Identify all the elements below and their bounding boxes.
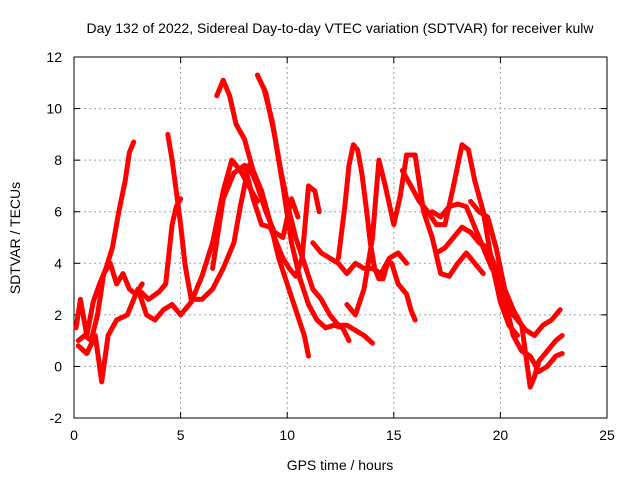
x-tick-label: 10 xyxy=(279,427,295,443)
series-line-arc-3 xyxy=(75,196,184,385)
tick-layer: 0 5 10 15 20 25 -2 0 2 4 6 8 10 12 xyxy=(46,49,615,443)
series-line-arc-11 xyxy=(335,142,418,323)
series-line-arc-10 xyxy=(310,240,410,277)
y-tick-label: 8 xyxy=(54,152,62,168)
y-axis-label: SDTVAR / TECUs xyxy=(7,182,23,294)
y-tick-label: 12 xyxy=(46,49,62,65)
x-tick-label: 15 xyxy=(386,427,402,443)
series-line-arc-6 xyxy=(214,77,311,359)
y-tick-label: -2 xyxy=(50,410,63,426)
x-tick-label: 25 xyxy=(599,427,615,443)
series-line-arc-9 xyxy=(210,162,322,279)
series-layer xyxy=(73,72,565,390)
series-line-arc-15 xyxy=(433,224,565,375)
series-line-arc-16 xyxy=(468,198,565,390)
chart-title: Day 132 of 2022, Sidereal Day-to-day VTE… xyxy=(86,20,594,36)
y-tick-label: 6 xyxy=(54,204,62,220)
y-tick-label: 4 xyxy=(54,255,62,271)
x-tick-label: 0 xyxy=(70,427,78,443)
series-line-arc-8 xyxy=(261,85,375,346)
x-tick-label: 20 xyxy=(493,427,509,443)
y-tick-label: 2 xyxy=(54,307,62,323)
series-line-arc-12 xyxy=(344,152,486,318)
y-tick-label: 0 xyxy=(54,358,62,374)
x-axis-label: GPS time / hours xyxy=(287,457,394,473)
x-tick-label: 5 xyxy=(177,427,185,443)
plot-frame xyxy=(73,56,608,419)
series-line-arc-2 xyxy=(75,260,145,344)
series-line-arc-13 xyxy=(399,142,520,338)
y-tick-label: 10 xyxy=(46,101,62,117)
